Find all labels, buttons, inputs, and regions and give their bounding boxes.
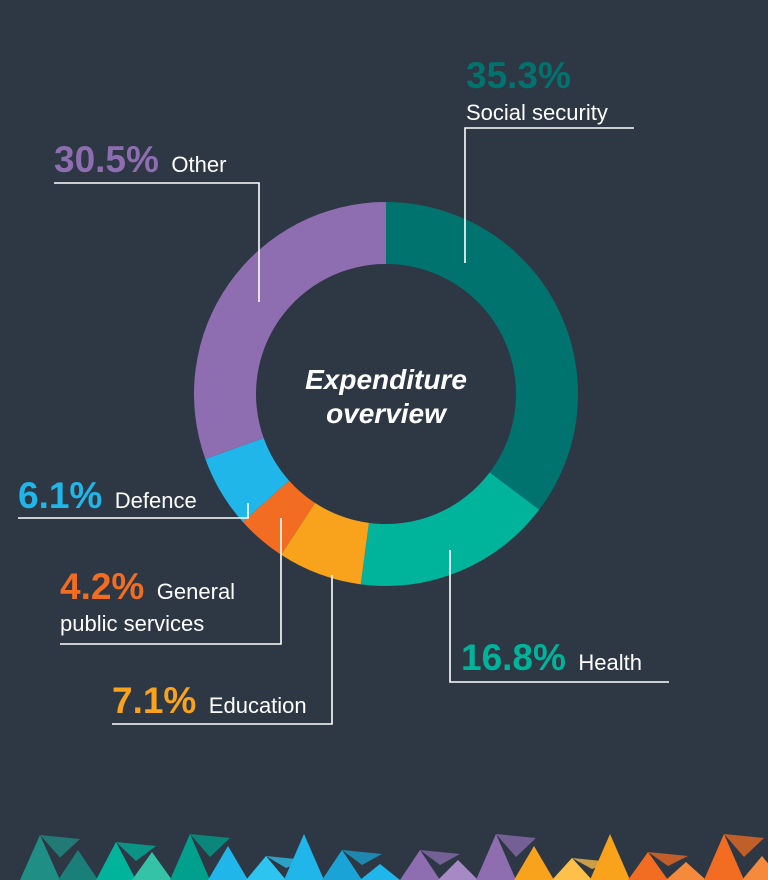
slice-name-defence: Defence xyxy=(115,488,197,513)
slice-label-gps-line-1: 4.2% General xyxy=(60,566,235,607)
slice-label-education-text: 7.1% Education xyxy=(112,680,307,721)
leader-line-general-public-services xyxy=(60,518,282,645)
footer-triangle xyxy=(342,850,382,865)
footer-triangle xyxy=(742,856,768,880)
footer-triangle xyxy=(360,864,400,880)
leader-lines xyxy=(18,127,669,725)
footer-triangle xyxy=(590,834,630,880)
footer-triangle xyxy=(170,834,210,880)
footer-triangle xyxy=(438,860,478,880)
footer-triangle xyxy=(648,852,688,866)
footer-triangle xyxy=(322,850,362,880)
footer-triangle xyxy=(96,842,136,880)
slice-label-defence: 6.1% Defence xyxy=(18,475,197,516)
footer-triangle xyxy=(40,835,80,858)
donut-slices xyxy=(193,202,579,586)
donut-slice-general-public-services xyxy=(242,480,315,555)
footer-triangle xyxy=(400,850,440,880)
slice-value-health: 16.8% xyxy=(461,637,566,678)
slice-label-health-text: 16.8% Health xyxy=(461,637,642,678)
donut-slice-defence xyxy=(205,438,290,522)
slice-value-education: 7.1% xyxy=(112,680,196,721)
slice-label-other: 30.5% Other xyxy=(54,139,226,180)
slice-label-education: 7.1% Education xyxy=(112,680,307,721)
center-title-line-2: overview xyxy=(326,398,448,429)
slice-value-defence: 6.1% xyxy=(18,475,102,516)
slice-label-general-public-services: 4.2% General public services xyxy=(60,566,235,636)
slice-name-general-public-services-line-2: public services xyxy=(60,611,204,636)
footer-triangle xyxy=(628,852,668,880)
donut-slice-social-security xyxy=(386,202,579,510)
donut-slice-education xyxy=(281,502,369,585)
footer-triangle xyxy=(116,842,156,861)
slice-name-general-public-services-line-1: General xyxy=(157,579,235,604)
footer-triangle xyxy=(496,834,536,857)
donut-slice-health xyxy=(360,472,540,586)
footer-triangle xyxy=(476,834,516,880)
footer-triangle xyxy=(246,856,286,880)
donut-slice-other xyxy=(193,202,386,460)
slice-value-other: 30.5% xyxy=(54,139,159,180)
footer-triangle xyxy=(514,846,554,880)
leader-line-education xyxy=(112,575,333,725)
footer-triangle xyxy=(552,858,592,880)
footer-triangle xyxy=(420,850,460,865)
footer-triangle xyxy=(704,834,744,880)
footer-triangle xyxy=(132,852,172,880)
footer-triangle xyxy=(208,846,248,880)
footer-triangle xyxy=(284,834,324,880)
leader-line-social-security xyxy=(464,127,634,263)
slice-label-social-security: 35.3% Social security xyxy=(466,55,608,125)
slice-label-health: 16.8% Health xyxy=(461,637,642,678)
slice-name-education: Education xyxy=(209,693,307,718)
footer-triangle xyxy=(190,834,230,857)
footer-triangle xyxy=(724,834,764,857)
center-title: Expenditure overview xyxy=(305,364,467,429)
footer-triangle-pattern xyxy=(20,834,768,880)
footer-triangle xyxy=(58,850,98,880)
leader-line-health xyxy=(449,550,669,683)
center-title-line-1: Expenditure xyxy=(305,364,467,395)
slice-name-other: Other xyxy=(171,152,226,177)
footer-triangle xyxy=(572,858,612,869)
slice-name-health: Health xyxy=(578,650,642,675)
slice-name-social-security: Social security xyxy=(466,100,608,125)
slice-label-other-text: 30.5% Other xyxy=(54,139,226,180)
leader-line-defence xyxy=(18,503,249,519)
footer-triangle xyxy=(666,862,706,880)
leader-line-other xyxy=(54,182,260,302)
slice-value-social-security: 35.3% xyxy=(466,55,571,96)
slice-value-general-public-services: 4.2% xyxy=(60,566,144,607)
footer-triangle xyxy=(20,835,60,880)
slice-label-defence-text: 6.1% Defence xyxy=(18,475,197,516)
